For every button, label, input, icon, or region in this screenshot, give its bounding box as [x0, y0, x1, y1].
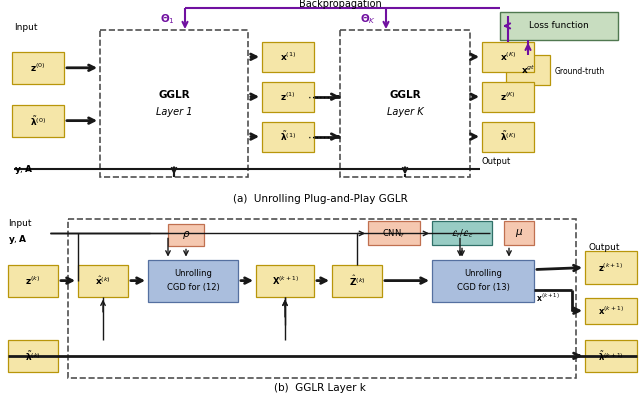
Bar: [340, 30, 470, 177]
Text: $\tilde{\boldsymbol{\lambda}}^{(K)}$: $\tilde{\boldsymbol{\lambda}}^{(K)}$: [500, 130, 516, 143]
Bar: [585, 340, 637, 372]
Bar: [168, 224, 204, 246]
Text: $\hat{\mathbf{Z}}^{(k)}$: $\hat{\mathbf{Z}}^{(k)}$: [349, 273, 365, 288]
Text: $\tilde{\boldsymbol{\lambda}}^{(1)}$: $\tilde{\boldsymbol{\lambda}}^{(1)}$: [280, 130, 296, 143]
Text: CGD for (13): CGD for (13): [456, 283, 509, 292]
Text: GGLR: GGLR: [158, 90, 190, 100]
Text: Unrolling: Unrolling: [174, 269, 212, 278]
Text: CGD for (12): CGD for (12): [166, 283, 220, 292]
Bar: [368, 221, 420, 245]
Text: Output: Output: [482, 157, 511, 166]
Bar: [585, 298, 637, 324]
Text: Layer K: Layer K: [387, 107, 423, 117]
Text: Unrolling: Unrolling: [464, 269, 502, 278]
Text: $\mathbf{x}^{gt}$: $\mathbf{x}^{gt}$: [521, 64, 535, 76]
Bar: [506, 55, 550, 85]
Text: Layer 1: Layer 1: [156, 107, 192, 117]
Text: Backpropagation: Backpropagation: [299, 0, 381, 9]
Text: $\hat{\mathbf{x}}^{(k)}$: $\hat{\mathbf{x}}^{(k)}$: [95, 274, 111, 287]
Text: (a)  Unrolling Plug-and-Play GGLR: (a) Unrolling Plug-and-Play GGLR: [232, 194, 408, 204]
Bar: [504, 221, 534, 245]
Text: $\mathbf{z}^{(0)}$: $\mathbf{z}^{(0)}$: [30, 62, 46, 74]
Text: $\boldsymbol{\Theta}_1$: $\boldsymbol{\Theta}_1$: [160, 12, 175, 26]
Text: $\mathbf{x}^{(K)}$: $\mathbf{x}^{(K)}$: [500, 51, 516, 63]
Text: $\cdots\cdots$: $\cdots\cdots$: [307, 132, 330, 141]
Text: Input: Input: [8, 219, 31, 228]
Text: GGLR: GGLR: [389, 90, 421, 100]
Bar: [256, 265, 314, 297]
Text: $\tilde{\boldsymbol{\lambda}}^{(0)}$: $\tilde{\boldsymbol{\lambda}}^{(0)}$: [30, 114, 46, 128]
Text: $\mu$: $\mu$: [515, 228, 523, 239]
Bar: [262, 122, 314, 152]
Text: Input: Input: [14, 23, 38, 32]
Bar: [262, 42, 314, 72]
Bar: [432, 260, 534, 302]
Text: $\mathbf{x}^{(k+1)}$: $\mathbf{x}^{(k+1)}$: [598, 305, 624, 317]
Bar: [8, 265, 58, 297]
Text: Loss function: Loss function: [529, 21, 589, 30]
Text: $\tilde{\boldsymbol{\lambda}}^{(k+1)}$: $\tilde{\boldsymbol{\lambda}}^{(k+1)}$: [598, 349, 624, 363]
Text: $\mathcal{L}_r/\mathcal{L}_c$: $\mathcal{L}_r/\mathcal{L}_c$: [451, 227, 473, 240]
Bar: [482, 82, 534, 112]
Text: $\tilde{\boldsymbol{\lambda}}^{(k)}$: $\tilde{\boldsymbol{\lambda}}^{(k)}$: [25, 349, 41, 363]
Text: $\mathbf{X}^{(k+1)}$: $\mathbf{X}^{(k+1)}$: [271, 275, 298, 287]
Text: $\mathbf{y},\mathbf{A}$: $\mathbf{y},\mathbf{A}$: [14, 163, 33, 176]
Bar: [262, 82, 314, 112]
Text: $\mathbf{z}^{(K)}$: $\mathbf{z}^{(K)}$: [500, 90, 516, 103]
Text: $\cdots\cdots$: $\cdots\cdots$: [307, 92, 330, 102]
Bar: [500, 12, 618, 40]
Bar: [482, 42, 534, 72]
Text: Ground-truth: Ground-truth: [555, 67, 605, 76]
Bar: [12, 105, 64, 137]
Text: $\mathbf{z}^{(k)}$: $\mathbf{z}^{(k)}$: [26, 275, 41, 287]
Text: (b)  GGLR Layer k: (b) GGLR Layer k: [274, 383, 366, 393]
Bar: [100, 30, 248, 177]
Text: $\mathrm{CNN}_f$: $\mathrm{CNN}_f$: [382, 227, 406, 240]
Bar: [432, 221, 492, 245]
Text: $\mathbf{y},\mathbf{A}$: $\mathbf{y},\mathbf{A}$: [8, 233, 28, 246]
Text: Output: Output: [589, 243, 620, 252]
Bar: [585, 252, 637, 284]
Text: $\mathbf{z}^{(1)}$: $\mathbf{z}^{(1)}$: [280, 90, 296, 103]
Text: $\boldsymbol{\Theta}_K$: $\boldsymbol{\Theta}_K$: [360, 12, 376, 26]
Bar: [68, 219, 576, 378]
Bar: [148, 260, 238, 302]
Bar: [8, 340, 58, 372]
Text: $\rho$: $\rho$: [182, 229, 190, 241]
Text: $\mathbf{x}^{(1)}$: $\mathbf{x}^{(1)}$: [280, 51, 296, 63]
Text: $\mathbf{z}^{(k+1)}$: $\mathbf{z}^{(k+1)}$: [598, 261, 624, 274]
Bar: [332, 265, 382, 297]
Bar: [78, 265, 128, 297]
Bar: [12, 52, 64, 84]
Bar: [482, 122, 534, 152]
Text: $\mathbf{x}^{(k+1)}$: $\mathbf{x}^{(k+1)}$: [536, 292, 560, 304]
